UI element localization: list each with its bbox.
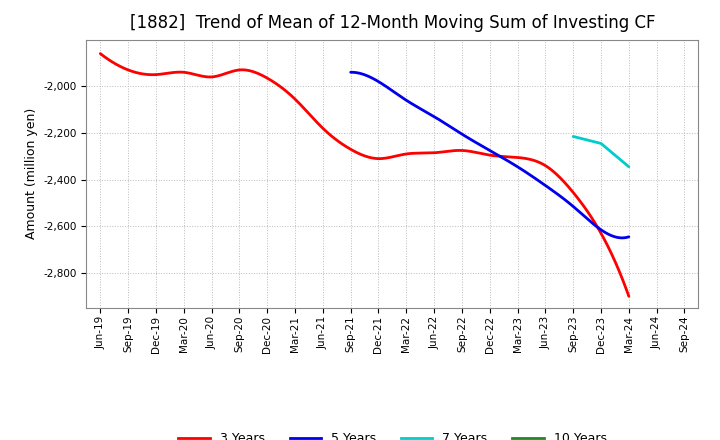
3 Years: [305, 112, 314, 117]
5 Years: [522, 170, 531, 175]
3 Years: [268, 79, 276, 84]
3 Years: [96, 51, 104, 56]
5 Years: [457, 131, 466, 136]
Title: [1882]  Trend of Mean of 12-Month Moving Sum of Investing CF: [1882] Trend of Mean of 12-Month Moving …: [130, 15, 655, 33]
5 Years: [548, 187, 557, 193]
Legend: 3 Years, 5 Years, 7 Years, 10 Years: 3 Years, 5 Years, 7 Years, 10 Years: [174, 427, 611, 440]
Line: 3 Years: 3 Years: [100, 54, 629, 296]
Line: 5 Years: 5 Years: [351, 72, 629, 238]
5 Years: [347, 70, 356, 75]
5 Years: [380, 83, 389, 88]
5 Years: [438, 119, 446, 124]
7 Years: [569, 134, 577, 139]
5 Years: [618, 235, 626, 241]
3 Years: [480, 151, 489, 157]
5 Years: [346, 70, 355, 75]
7 Years: [624, 164, 633, 169]
3 Years: [160, 71, 168, 77]
3 Years: [477, 151, 486, 156]
Y-axis label: Amount (million yen): Amount (million yen): [24, 108, 37, 239]
3 Years: [428, 150, 437, 155]
Line: 7 Years: 7 Years: [573, 136, 629, 167]
5 Years: [549, 189, 558, 194]
7 Years: [597, 141, 606, 146]
3 Years: [624, 293, 633, 299]
5 Years: [624, 234, 633, 239]
